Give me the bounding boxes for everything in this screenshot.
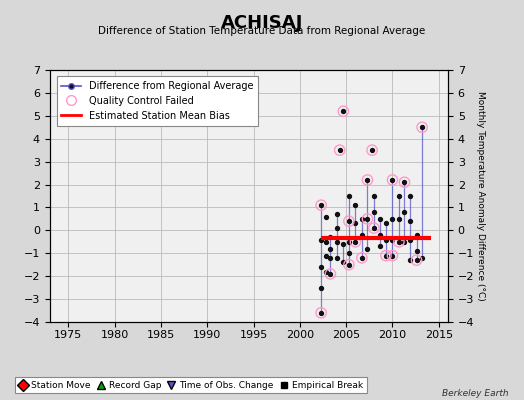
Point <box>345 193 353 199</box>
Text: Difference of Station Temperature Data from Regional Average: Difference of Station Temperature Data f… <box>99 26 425 36</box>
Point <box>358 232 366 238</box>
Point <box>322 214 330 220</box>
Point <box>368 147 376 153</box>
Point <box>382 236 390 243</box>
Point <box>418 124 427 130</box>
Point <box>358 255 366 261</box>
Legend: Station Move, Record Gap, Time of Obs. Change, Empirical Break: Station Move, Record Gap, Time of Obs. C… <box>15 377 366 394</box>
Point <box>345 262 353 268</box>
Point <box>317 264 325 270</box>
Point <box>376 232 385 238</box>
Point <box>322 268 330 275</box>
Point <box>418 255 427 261</box>
Point <box>370 225 378 231</box>
Point <box>358 216 366 222</box>
Point <box>412 248 421 254</box>
Point <box>326 246 335 252</box>
Point <box>370 209 378 215</box>
Point <box>333 255 341 261</box>
Point <box>351 220 359 227</box>
Point <box>317 310 325 316</box>
Point <box>333 211 341 218</box>
Point <box>339 259 347 266</box>
Point <box>388 177 397 183</box>
Point <box>395 216 403 222</box>
Point <box>345 250 353 256</box>
Point <box>388 236 397 243</box>
Point <box>395 239 403 245</box>
Point <box>400 209 409 215</box>
Y-axis label: Monthly Temperature Anomaly Difference (°C): Monthly Temperature Anomaly Difference (… <box>476 91 485 301</box>
Point <box>406 236 414 243</box>
Point <box>363 177 372 183</box>
Point <box>388 177 397 183</box>
Text: Berkeley Earth: Berkeley Earth <box>442 389 508 398</box>
Point <box>326 271 335 277</box>
Point <box>376 243 385 250</box>
Point <box>363 177 372 183</box>
Point <box>326 271 335 277</box>
Point <box>339 108 347 114</box>
Point <box>351 239 359 245</box>
Point <box>388 252 397 259</box>
Point <box>317 202 325 208</box>
Point <box>395 193 403 199</box>
Point <box>418 124 427 130</box>
Point <box>322 239 330 245</box>
Point <box>351 239 359 245</box>
Point <box>358 255 366 261</box>
Point <box>363 216 372 222</box>
Point <box>317 202 325 208</box>
Legend: Difference from Regional Average, Quality Control Failed, Estimated Station Mean: Difference from Regional Average, Qualit… <box>57 76 258 126</box>
Point <box>345 239 353 245</box>
Point <box>382 252 390 259</box>
Point <box>345 218 353 224</box>
Point <box>395 239 403 245</box>
Point <box>326 234 335 240</box>
Point <box>335 147 344 153</box>
Point <box>326 255 335 261</box>
Point <box>376 216 385 222</box>
Point <box>400 179 409 186</box>
Point <box>406 257 414 263</box>
Point <box>400 179 409 186</box>
Point <box>406 218 414 224</box>
Point <box>333 239 341 245</box>
Point <box>412 257 421 263</box>
Point <box>317 310 325 316</box>
Point <box>345 218 353 224</box>
Point <box>333 225 341 231</box>
Point <box>322 252 330 259</box>
Point <box>368 147 376 153</box>
Point <box>317 284 325 291</box>
Point <box>382 252 390 259</box>
Point <box>345 262 353 268</box>
Point <box>406 193 414 199</box>
Point <box>370 193 378 199</box>
Point <box>363 246 372 252</box>
Point <box>412 257 421 263</box>
Point <box>317 236 325 243</box>
Point <box>400 239 409 245</box>
Point <box>412 232 421 238</box>
Point <box>363 216 372 222</box>
Point <box>388 216 397 222</box>
Point <box>339 108 347 114</box>
Point <box>370 225 378 231</box>
Point <box>388 252 397 259</box>
Point <box>382 220 390 227</box>
Point <box>339 241 347 247</box>
Text: ACHISAJ: ACHISAJ <box>221 14 303 32</box>
Point <box>351 202 359 208</box>
Point <box>335 147 344 153</box>
